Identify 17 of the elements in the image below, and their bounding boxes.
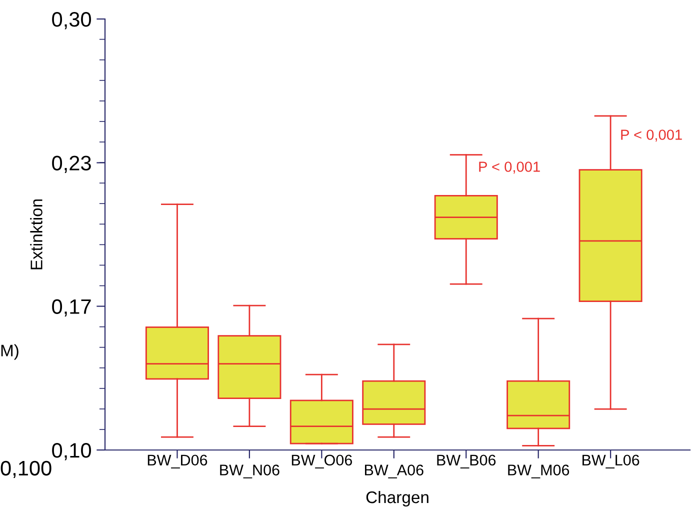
text: M): [1, 344, 18, 360]
y-tick-label: 0,23: [52, 156, 91, 173]
y-tick-label: 0,30: [52, 12, 91, 30]
x-tick-label: BW_O06: [292, 454, 352, 468]
x-tick-label: BW_D06: [148, 454, 208, 468]
x-axis-title: Chargen: [366, 490, 428, 507]
x-tick-label: BW_M06: [508, 464, 570, 478]
text: 0,100: [0, 460, 52, 478]
x-tick-label: BW_B06: [437, 454, 496, 468]
annotation: P < 0,001: [621, 130, 682, 142]
x-tick-label: BW_L06: [582, 454, 640, 468]
annotation: P < 0,001: [479, 162, 540, 174]
x-tick-label: BW_A06: [364, 464, 424, 478]
y-tick-label: 0,17: [52, 299, 91, 316]
x-tick-label: BW_N06: [220, 464, 280, 478]
y-tick-label: 0,10: [52, 443, 91, 460]
y-axis-title: Extinktion: [30, 199, 42, 270]
